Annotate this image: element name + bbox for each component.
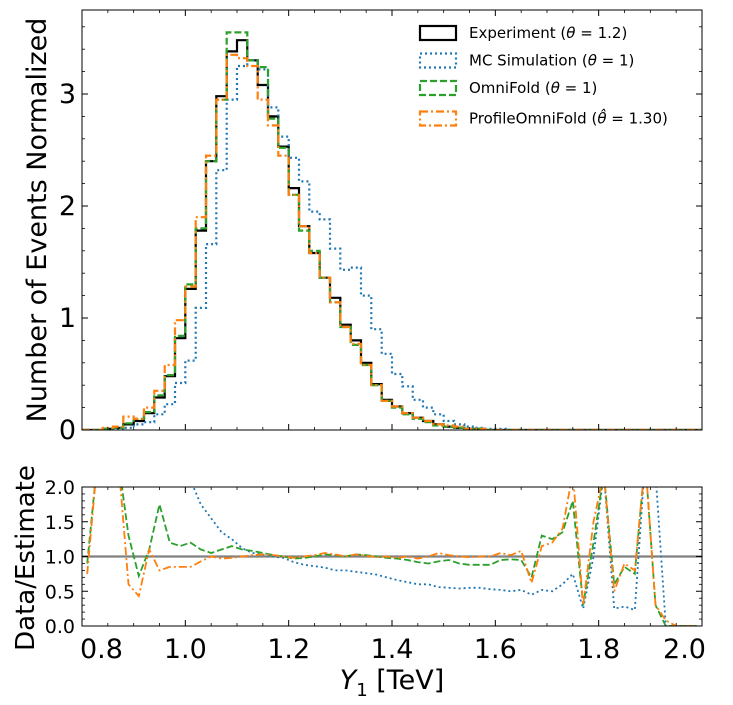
legend-label-suffix: = 1.2) [575,24,627,42]
x-tick-label: 1.8 [577,634,620,665]
main-y-tick-label: 3 [59,79,76,110]
main-series-omnifold [82,31,702,430]
legend-swatch-profileomnifold [418,110,458,127]
ratio-series-omnifold [86,487,697,626]
legend-label-suffix: = 1) [560,79,598,97]
x-tick-label: 2.0 [663,634,706,665]
legend-label-text: OmniFold ( [469,79,551,97]
legend-label-text: Experiment ( [469,24,566,42]
ratio-series-profileomnifold [86,487,697,626]
legend-label-symbol: θ [551,79,560,97]
ratio-y-axis-label: Data/Estimate [11,465,41,651]
ratio-y-tick-label: 0.5 [45,581,75,603]
x-tick-label: 1.2 [267,634,310,665]
legend-label-suffix: = 1.30) [607,110,668,128]
legend-label-symbol: θ [588,52,597,70]
x-axis-label-unit: [TeV] [368,665,445,696]
legend-label-mc-simulation: MC Simulation (θ = 1) [469,52,634,70]
legend-label-suffix: = 1) [597,52,635,70]
x-axis-label: Y1 [TeV] [340,665,445,701]
main-series-group [82,31,702,430]
legend-label-symbol: θ [566,24,575,42]
ratio-y-tick-label: 1.5 [45,512,75,534]
ratio-series-mc-simulation [192,487,697,626]
legend-label-profileomnifold: ProfileOmniFold (θ̂ = 1.30) [469,108,668,128]
main-series-profileomnifold [82,53,702,430]
ratio-series-group [82,487,702,626]
main-ticks: 0 1 2 3 [59,10,703,446]
main-y-axis-label: Number of Events Normalized [22,18,53,423]
x-axis-label-subscript: 1 [356,680,367,701]
x-tick-label: 1.6 [474,634,517,665]
main-panel: 0 1 2 3 Number of Events Normalized Experim… [22,9,703,446]
legend-swatch-omnifold [418,79,458,97]
ratio-y-tick-label: 2.0 [45,477,75,499]
legend-label-hat: θ̂ [597,108,606,128]
legend-swatch-experiment [418,24,458,42]
legend: Experiment (θ = 1.2)MC Simulation (θ = 1… [418,24,668,128]
x-axis-label-symbol: Y [340,665,359,696]
main-y-tick-label: 1 [59,303,76,334]
legend-label-text: ProfileOmniFold ( [469,110,597,128]
x-tick-label: 0.8 [80,634,123,665]
ratio-panel: 0.0 0.5 1.0 1.5 2.0 0.8 1.0 1.2 1.4 1.6 1.8 2.0 Dat… [11,465,706,701]
legend-swatch-mc-simulation [418,52,458,69]
main-y-tick-label: 0 [59,415,76,446]
ratio-y-tick-label: 0.0 [45,616,75,638]
x-tick-label: 1.4 [371,634,414,665]
ratio-ticks: 0.0 0.5 1.0 1.5 2.0 0.8 1.0 1.2 1.4 1.6 1.8 2.0 [45,477,706,665]
main-y-tick-label: 2 [59,191,76,222]
ratio-y-tick-label: 1.0 [45,547,75,569]
x-tick-label: 1.0 [164,634,207,665]
legend-label-omnifold: OmniFold (θ = 1) [469,79,597,97]
legend-label-text: MC Simulation ( [469,52,588,70]
legend-label-experiment: Experiment (θ = 1.2) [469,24,627,42]
